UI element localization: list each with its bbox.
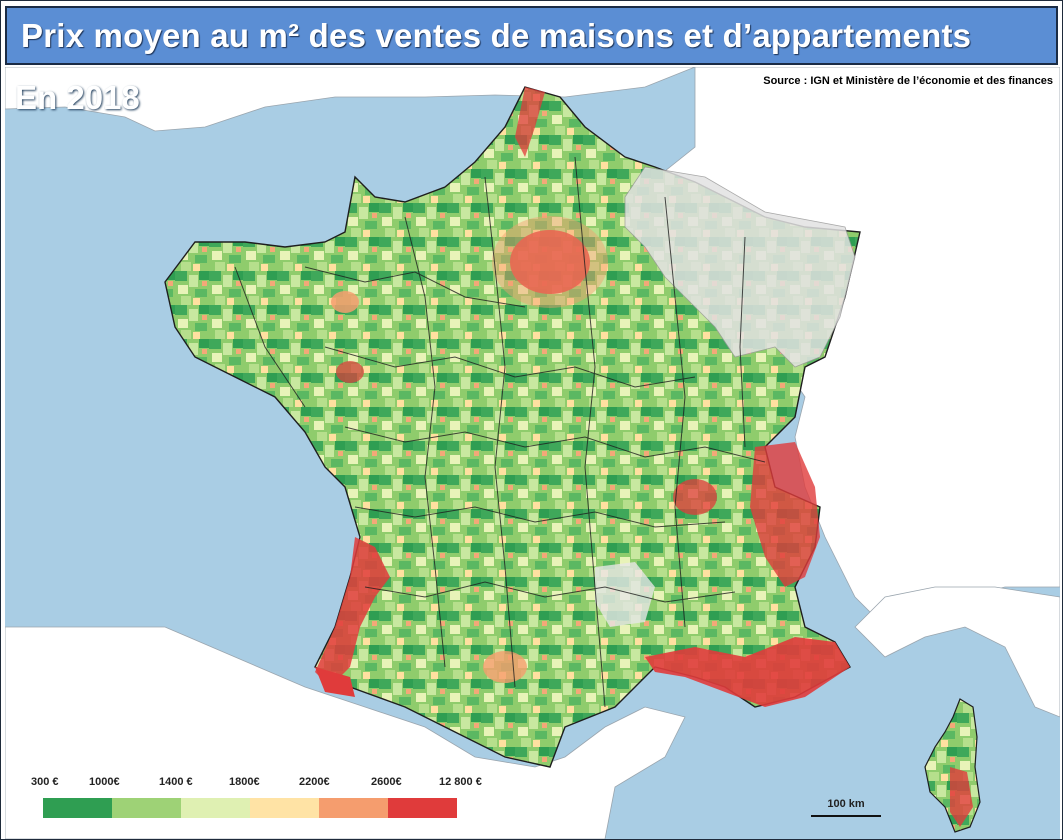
- legend-label-6: 2600€: [371, 776, 402, 788]
- italy-landmass: [854, 586, 1060, 718]
- no-data-massif: [595, 562, 655, 627]
- rennes-area: [331, 291, 359, 313]
- toulouse-area: [483, 651, 527, 683]
- no-data-east: [624, 166, 856, 368]
- paris-region: [510, 230, 590, 294]
- corsica-south-high: [950, 767, 973, 827]
- legend-swatch-3: [181, 798, 250, 818]
- year-label: En 2018: [15, 79, 140, 116]
- legend-color-bar: [43, 798, 457, 818]
- spain-landmass: [5, 626, 686, 839]
- legend-swatch-5: [319, 798, 388, 818]
- legend-swatch-2: [112, 798, 181, 818]
- england-landmass: [5, 67, 696, 132]
- nantes-area: [336, 361, 364, 383]
- scale-line: [811, 815, 881, 817]
- alps-high: [750, 442, 820, 587]
- scale-label: 100 km: [827, 798, 865, 810]
- legend-label-3: 1400 €: [159, 776, 193, 788]
- legend-label-7: 12 800 €: [439, 776, 482, 788]
- department-borders: [234, 156, 766, 708]
- legend: 300 € 1000€ 1400 € 1800€ 2200€ 2600€ 12 …: [31, 776, 501, 826]
- lyon-area: [673, 479, 717, 515]
- legend-label-4: 1800€: [229, 776, 260, 788]
- basque-coast: [315, 667, 355, 697]
- title-bar: Prix moyen au m² des ventes de maisons e…: [5, 6, 1058, 65]
- channel-coast: [515, 87, 545, 157]
- map-title: Prix moyen au m² des ventes de maisons e…: [21, 16, 972, 54]
- legend-swatch-1: [43, 798, 112, 818]
- map-svg: [5, 67, 1060, 839]
- legend-label-1: 300 €: [31, 776, 59, 788]
- paris-outer-ring: [492, 216, 608, 308]
- source-credit: Source : IGN et Ministère de l’économie …: [763, 75, 1053, 87]
- atlantic-coast-high: [315, 537, 390, 687]
- legend-swatch-4: [250, 798, 319, 818]
- riviera-high: [645, 637, 850, 707]
- map-area: [5, 67, 1060, 839]
- scale-bar: 100 km: [811, 798, 881, 817]
- legend-label-5: 2200€: [299, 776, 330, 788]
- legend-swatch-6: [388, 798, 457, 818]
- legend-label-2: 1000€: [89, 776, 120, 788]
